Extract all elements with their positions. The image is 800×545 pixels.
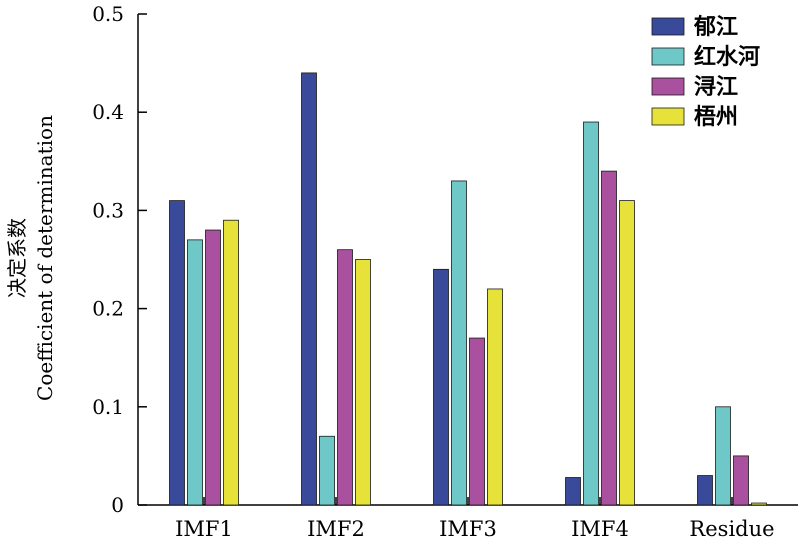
- bar-imf3-series-4: [487, 288, 503, 506]
- x-tick-label-residue: Residue: [689, 517, 774, 541]
- y-axis-label: 决定系数 Coefficient of determination: [5, 115, 57, 401]
- x-tick-label-imf2: IMF2: [307, 517, 365, 541]
- bars: [169, 72, 767, 506]
- x-ticks: IMF1 IMF2 IMF3 IMF4 Residue: [175, 497, 775, 541]
- bar-imf3-series-3: [469, 337, 485, 506]
- legend-label-3: 浔江: [694, 75, 738, 100]
- bar-imf2-series-2: [319, 435, 335, 506]
- bar-imf2-series-1: [301, 72, 317, 506]
- x-tick-label-imf3: IMF3: [439, 517, 497, 541]
- bar-imf4-series-3: [601, 170, 617, 506]
- y-tick-label: 0.3: [92, 198, 124, 222]
- y-ticks: 0 0.1 0.2 0.3 0.4 0.5: [92, 2, 147, 517]
- legend-label-2: 红水河: [694, 44, 760, 70]
- y-axis-label-zh: 决定系数: [5, 218, 29, 298]
- legend-swatch-1: [651, 17, 685, 36]
- y-tick-label: 0.1: [92, 395, 124, 419]
- bar-imf4-series-1: [565, 477, 581, 506]
- bar-imf2-series-3: [337, 249, 353, 506]
- y-tick-label: 0.2: [92, 297, 124, 321]
- bar-residue-series-3: [733, 455, 749, 506]
- bar-imf2-series-4: [355, 259, 371, 506]
- legend-swatch-3: [651, 77, 685, 96]
- bar-residue-series-2: [715, 406, 731, 506]
- bar-imf4-series-4: [619, 200, 635, 506]
- bar-imf1-series-4: [223, 219, 239, 506]
- legend-swatch-2: [651, 47, 685, 66]
- bar-imf1-series-1: [169, 200, 185, 506]
- x-tick-label-imf1: IMF1: [175, 517, 233, 541]
- bar-imf3-series-1: [433, 268, 449, 506]
- bar-imf4-series-2: [583, 121, 599, 506]
- y-tick-label: 0.5: [92, 2, 124, 26]
- legend-swatch-4: [651, 107, 685, 126]
- bar-imf1-series-2: [187, 239, 203, 506]
- y-tick-label: 0.4: [92, 100, 124, 124]
- x-tick-label-imf4: IMF4: [571, 517, 629, 541]
- bar-residue-series-4: [751, 502, 767, 506]
- bar-imf1-series-3: [205, 229, 221, 506]
- bar-imf3-series-2: [451, 180, 467, 506]
- legend-label-1: 郁江: [693, 14, 738, 40]
- legend-label-4: 梧州: [694, 105, 738, 130]
- bar-residue-series-1: [697, 475, 713, 506]
- y-tick-label: 0: [111, 493, 124, 517]
- y-axis-label-en: Coefficient of determination: [33, 115, 57, 401]
